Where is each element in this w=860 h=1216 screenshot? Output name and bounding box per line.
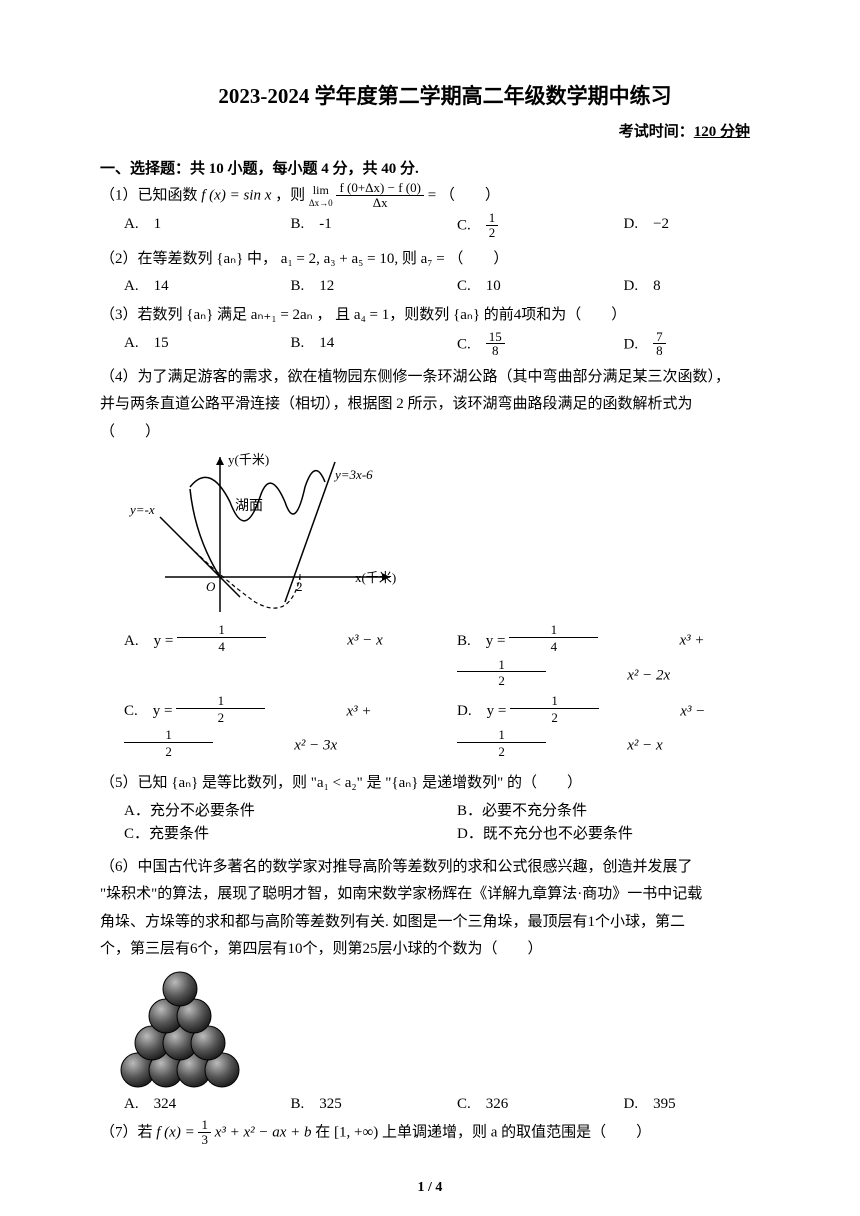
page-title: 2023-2024 学年度第二学期高二年级数学期中练习: [100, 80, 790, 110]
graph-origin: O: [206, 579, 215, 595]
q1-lim: lim: [313, 183, 329, 197]
question-2: （2）在等差数列 {aₙ} 中， a₁ = 2, a₃ + a₅ = 10, 则…: [100, 247, 790, 273]
question-1: （1）已知函数 f (x) = sin x ，则 lim Δx→0 f (0+Δ…: [100, 182, 790, 210]
q3-opt-b: B. 14: [291, 331, 458, 359]
q3-opt-a: A. 15: [124, 331, 291, 359]
exam-page: 2023-2024 学年度第二学期高二年级数学期中练习 考试时间：120 分钟 …: [0, 0, 860, 1216]
q4-opt-d: D. y = 12 x³ − 12 x² − x: [457, 695, 790, 764]
question-7: （7）若 f (x) = 13 x³ + x² − ax + b 在 [1, +…: [100, 1119, 790, 1147]
q1-opt-c: C. 12: [457, 212, 624, 240]
q4-opt-b: B. y = 14 x³ + 12 x² − 2x: [457, 624, 790, 693]
question-4-line2: 并与两条直道公路平滑连接（相切），根据图 2 所示，该环湖弯曲路段满足的函数解析…: [100, 392, 790, 418]
q1-opt-d: D. −2: [624, 212, 791, 240]
question-6-line3: 角垛、方垛等的求和都与高阶等差数列有关. 如图是一个三角垛，最顶层有1个小球，第…: [100, 910, 790, 936]
section-1-heading: 一、选择题：共 10 小题，每小题 4 分，共 40 分.: [100, 157, 790, 178]
q3-opt-c: C. 158: [457, 331, 624, 359]
q2-opt-b: B. 12: [291, 274, 458, 295]
page-number: 1 / 4: [0, 1180, 860, 1196]
q1-frac-bot: Δx: [336, 196, 424, 210]
q4-graph: y(千米) x(千米) y=-x y=3x-6 湖面 O 2: [120, 447, 420, 622]
question-6-line1: （6）中国古代许多著名的数学家对推导高阶等差数列的求和公式很感兴趣，创造并发展了: [100, 855, 790, 881]
q5-opt-d: D．既不充分也不必要条件: [457, 822, 790, 843]
q1-lim-sub: Δx→0: [309, 198, 333, 208]
q6-opt-c: C. 326: [457, 1092, 624, 1113]
exam-time: 考试时间：120 分钟: [100, 120, 790, 141]
q1-stem-pre: （1）已知函数: [100, 188, 201, 204]
q3-options: A. 15 B. 14 C. 158 D. 78: [124, 331, 790, 359]
question-4-line1: （4）为了满足游客的需求，欲在植物园东侧修一条环湖公路（其中弯曲部分满足某三次函…: [100, 365, 790, 391]
graph-x-label: x(千米): [355, 567, 396, 586]
exam-time-value: 120 分钟: [694, 124, 750, 140]
q6-opt-a: A. 324: [124, 1092, 291, 1113]
q1-frac-top: f (0+Δx) − f (0): [336, 181, 424, 196]
question-3: （3）若数列 {aₙ} 满足 aₙ₊₁ = 2aₙ ， 且 a₄ = 1，则数列…: [100, 303, 790, 329]
q1-stem-mid: ，则: [275, 188, 309, 204]
q6-triangle-pile: [110, 965, 250, 1090]
q3-opt-d: D. 78: [624, 331, 791, 359]
graph-left-line: y=-x: [130, 502, 155, 518]
question-6-line4: 个，第三层有6个，第四层有10个，则第25层小球的个数为（ ）: [100, 937, 790, 963]
question-4-line3: （ ）: [100, 420, 790, 446]
graph-lake-label: 湖面: [235, 495, 263, 515]
question-5: （5）已知 {aₙ} 是等比数列，则 "a₁ < a₂" 是 "{aₙ} 是递增…: [100, 771, 790, 797]
question-6-line2: "垛积术"的算法，展现了聪明才智，如南宋数学家杨辉在《详解九章算法·商功》一书中…: [100, 882, 790, 908]
q1-fx: f (x) = sin x: [201, 188, 271, 204]
q5-options: A．充分不必要条件 B．必要不充分条件 C．充要条件 D．既不充分也不必要条件: [124, 799, 790, 845]
q1-stem-post: = （ ）: [428, 188, 500, 204]
q2-options: A. 14 B. 12 C. 10 D. 8: [124, 274, 790, 295]
graph-y-label: y(千米): [228, 449, 269, 468]
graph-right-line: y=3x-6: [335, 467, 373, 483]
q2-opt-c: C. 10: [457, 274, 624, 295]
q1-options: A. 1 B. -1 C. 12 D. −2: [124, 212, 790, 240]
q6-opt-b: B. 325: [291, 1092, 458, 1113]
q2-opt-a: A. 14: [124, 274, 291, 295]
q5-opt-c: C．充要条件: [124, 822, 457, 843]
graph-tick-2: 2: [296, 579, 303, 595]
exam-time-label: 考试时间：: [619, 124, 694, 140]
q2-opt-d: D. 8: [624, 274, 791, 295]
q4-opt-a: A. y = 14 x³ − x: [124, 624, 457, 693]
q6-opt-d: D. 395: [624, 1092, 791, 1113]
q4-options: A. y = 14 x³ − x B. y = 14 x³ + 12 x² − …: [124, 624, 790, 765]
q5-opt-a: A．充分不必要条件: [124, 799, 457, 820]
q1-opt-b: B. -1: [291, 212, 458, 240]
q5-opt-b: B．必要不充分条件: [457, 799, 790, 820]
q4-opt-c: C. y = 12 x³ + 12 x² − 3x: [124, 695, 457, 764]
q6-options: A. 324 B. 325 C. 326 D. 395: [124, 1092, 790, 1113]
q1-opt-a: A. 1: [124, 212, 291, 240]
